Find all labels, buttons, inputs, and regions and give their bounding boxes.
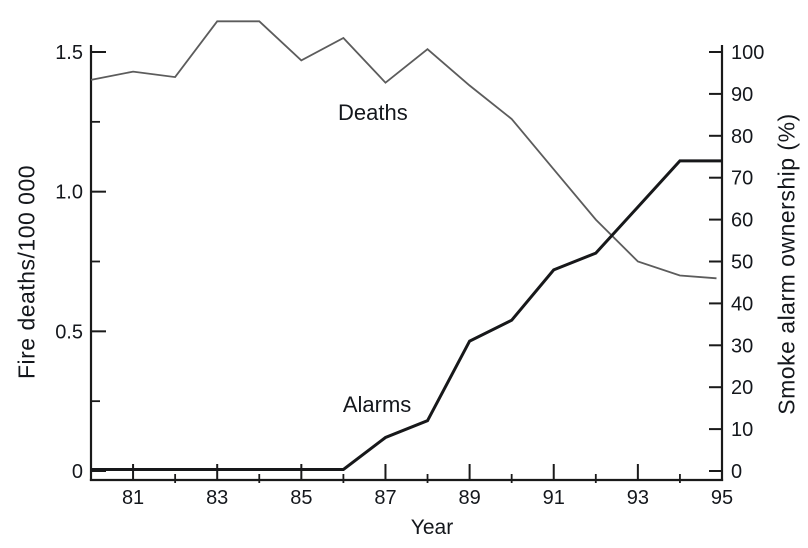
left-axis-tick-label: 0 bbox=[72, 461, 83, 483]
deaths-series-label: Deaths bbox=[337, 100, 408, 126]
deaths-line bbox=[90, 20, 717, 280]
right-axis-tick-label: 10 bbox=[731, 419, 753, 441]
left-axis-title: Fire deaths/100 000 bbox=[13, 164, 40, 380]
right-axis-tick-label: 40 bbox=[731, 293, 753, 315]
x-axis-tick-label: 87 bbox=[374, 487, 396, 509]
left-axis-tick-label: 1.0 bbox=[55, 182, 83, 204]
x-axis-tick-label: 81 bbox=[122, 487, 144, 509]
right-axis-tick-label: 80 bbox=[731, 126, 753, 148]
right-axis-tick-label: 30 bbox=[731, 335, 753, 357]
left-axis-tick-label: 1.5 bbox=[55, 42, 83, 64]
right-axis-tick-label: 50 bbox=[731, 252, 753, 274]
right-axis-tick-label: 90 bbox=[731, 84, 753, 106]
right-axis-tick-label: 0 bbox=[731, 461, 742, 483]
x-axis-title: Year bbox=[410, 516, 454, 539]
right-axis-tick-label: 60 bbox=[731, 210, 753, 232]
x-axis-tick-label: 93 bbox=[627, 487, 649, 509]
alarms-line bbox=[91, 159, 722, 471]
right-axis-tick-label: 20 bbox=[731, 377, 753, 399]
right-axis-tick-label: 70 bbox=[731, 168, 753, 190]
right-axis-title: Smoke alarm ownership (%) bbox=[773, 113, 800, 415]
x-axis-tick-label: 89 bbox=[458, 487, 480, 509]
alarms-series-label: Alarms bbox=[342, 392, 412, 418]
x-axis-tick-label: 83 bbox=[206, 487, 228, 509]
right-axis-tick-label: 100 bbox=[731, 42, 764, 64]
x-axis-tick-label: 85 bbox=[290, 487, 312, 509]
x-axis-tick-label: 95 bbox=[711, 487, 733, 509]
left-axis-tick-label: 0.5 bbox=[55, 321, 83, 343]
x-axis-tick-label: 91 bbox=[543, 487, 565, 509]
